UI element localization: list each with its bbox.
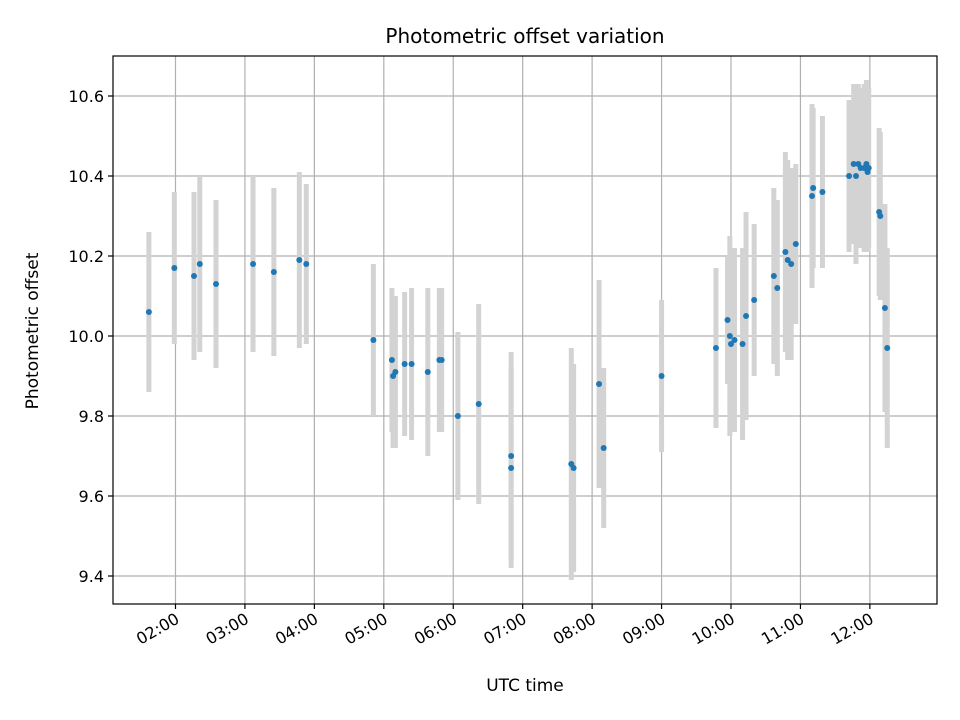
grid-lines <box>113 56 937 604</box>
data-point <box>881 305 888 311</box>
data-point <box>726 333 733 339</box>
data-point <box>596 381 603 387</box>
data-point <box>819 189 826 195</box>
y-axis-ticks: 9.4 9.6 9.8 10.0 10.2 10.4 10.6 <box>68 87 113 586</box>
data-point <box>774 285 781 291</box>
data-point <box>739 341 746 347</box>
data-point <box>770 273 777 279</box>
data-point <box>392 369 399 375</box>
data-point <box>508 465 515 471</box>
data-point <box>877 213 884 219</box>
data-point <box>145 309 152 315</box>
data-point <box>508 453 515 459</box>
data-point <box>370 337 377 343</box>
data-point <box>570 465 577 471</box>
data-point <box>438 357 445 363</box>
data-point <box>846 173 853 179</box>
data-point <box>792 241 799 247</box>
data-point <box>454 413 461 419</box>
data-point <box>401 361 408 367</box>
data-point <box>196 261 203 267</box>
data-point <box>712 345 719 351</box>
y-tick-label: 9.6 <box>79 487 104 506</box>
y-tick-label: 10.6 <box>68 87 104 106</box>
data-point <box>852 173 859 179</box>
data-point <box>408 361 415 367</box>
data-point <box>213 281 219 287</box>
y-tick-label: 10.0 <box>68 327 104 346</box>
data-points <box>145 161 891 471</box>
data-point <box>810 185 817 191</box>
data-point <box>424 369 431 375</box>
data-point <box>250 261 257 267</box>
data-point <box>850 161 857 167</box>
data-point <box>658 373 665 379</box>
data-point <box>296 257 303 263</box>
y-tick-label: 10.2 <box>68 247 104 266</box>
data-point <box>809 193 816 199</box>
data-point <box>303 261 310 267</box>
data-point <box>743 313 750 319</box>
data-point <box>788 261 795 267</box>
data-point <box>865 165 872 171</box>
plot-frame <box>112 55 938 605</box>
data-point <box>475 401 482 407</box>
data-point <box>782 249 789 255</box>
data-point <box>600 445 607 451</box>
data-point <box>728 341 734 347</box>
data-point <box>784 257 791 263</box>
data-point <box>270 269 277 275</box>
y-tick-label: 9.4 <box>79 567 104 586</box>
data-point <box>751 297 758 303</box>
chart-title: Photometric offset variation <box>385 24 664 48</box>
x-axis-title: UTC time <box>486 676 564 696</box>
y-axis-title: Photometric offset <box>23 252 43 409</box>
y-tick-label: 10.4 <box>68 167 104 186</box>
data-point <box>731 337 738 343</box>
data-point <box>388 357 395 363</box>
data-point <box>724 317 731 323</box>
data-point <box>171 265 178 271</box>
data-point <box>884 345 891 351</box>
data-point <box>191 273 198 279</box>
y-tick-label: 9.8 <box>79 407 104 426</box>
